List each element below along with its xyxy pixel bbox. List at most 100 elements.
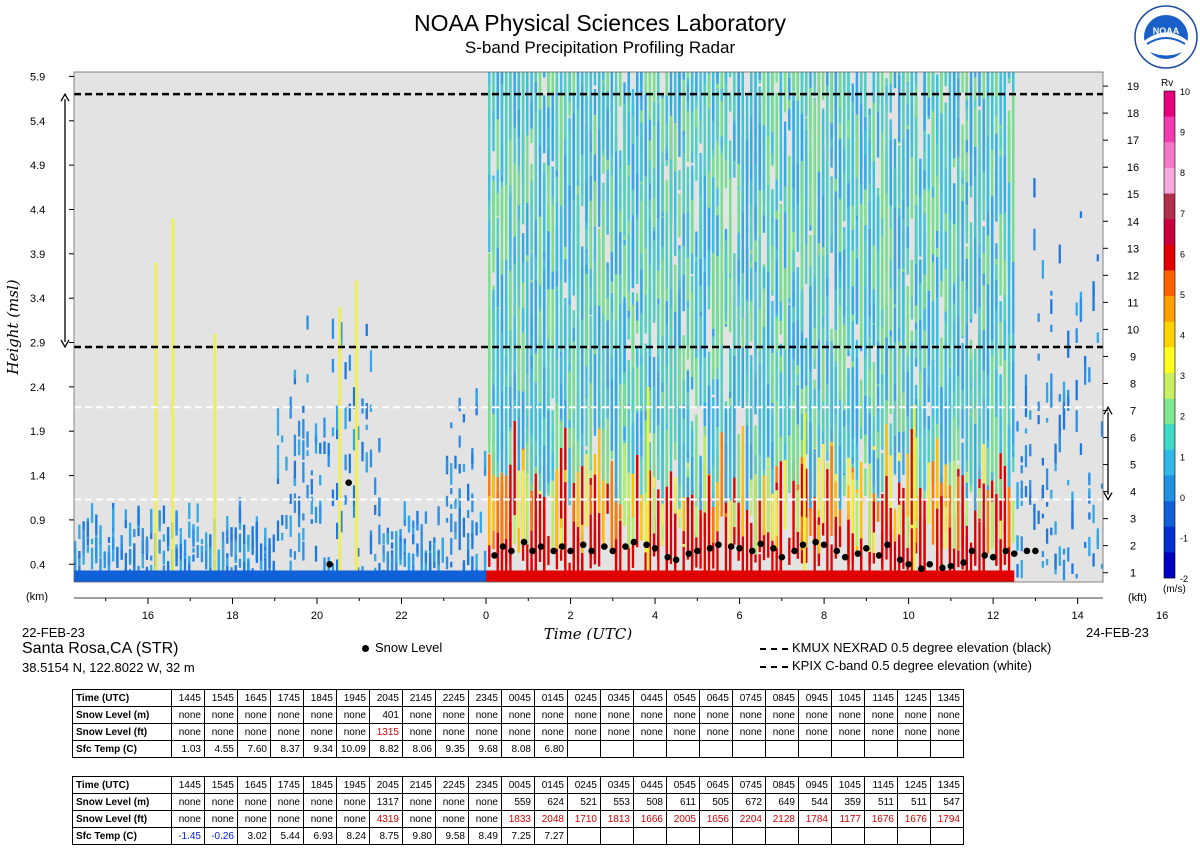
heatmap-cell — [78, 524, 81, 539]
heatmap-cell — [1067, 547, 1070, 562]
table-cell: 2145 — [402, 776, 436, 794]
heatmap-cell — [957, 476, 960, 551]
heatmap-cell — [767, 72, 770, 137]
heatmap-cell — [526, 151, 529, 204]
heatmap-cell — [665, 72, 668, 96]
heatmap-cell — [1041, 488, 1045, 501]
heatmap-cell — [355, 280, 359, 574]
heatmap-cell — [775, 267, 778, 365]
heatmap-cell — [652, 239, 656, 323]
heatmap-cell — [200, 546, 204, 553]
heatmap-cell — [982, 162, 985, 221]
heatmap-cell — [1096, 528, 1099, 550]
heatmap-cell — [991, 360, 994, 387]
heatmap-cell — [636, 173, 639, 215]
heatmap-cell — [593, 308, 597, 399]
heatmap-cell — [995, 280, 998, 313]
heatmap-cell — [551, 428, 554, 454]
heatmap-cell — [500, 372, 504, 454]
heatmap-cell — [762, 528, 766, 561]
heatmap-cell — [720, 223, 723, 291]
heatmap-cell — [488, 454, 491, 515]
heatmap-cell — [682, 473, 685, 532]
heatmap-cell — [838, 338, 842, 360]
heatmap-cell — [758, 72, 761, 80]
heatmap-cell — [876, 84, 880, 158]
heatmap-cell — [834, 261, 837, 290]
heatmap-cell — [686, 477, 690, 505]
table-cell: 9.58 — [435, 827, 469, 845]
heatmap-cell — [936, 142, 939, 176]
heatmap-cell — [302, 419, 305, 439]
heatmap-cell — [927, 205, 930, 291]
colorbar-swatch — [1164, 296, 1175, 322]
heatmap-cell — [581, 416, 584, 467]
heatmap-cell — [251, 526, 254, 548]
heatmap-cell — [686, 370, 690, 392]
heatmap-cell — [640, 72, 643, 85]
heatmap-cell — [416, 549, 419, 557]
table-cell: none — [336, 810, 370, 828]
heatmap-cell — [631, 189, 635, 216]
heatmap-cell — [674, 513, 677, 557]
heatmap-cell — [936, 77, 939, 161]
heatmap-cell — [800, 413, 804, 440]
heatmap-cell — [889, 188, 892, 239]
heatmap-cell — [623, 302, 626, 329]
heatmap-cell — [1045, 502, 1049, 507]
heatmap-cell — [264, 527, 267, 548]
heatmap-cell — [551, 262, 554, 290]
heatmap-cell — [813, 100, 816, 159]
heatmap-cell — [1045, 382, 1049, 403]
heatmap-cell — [775, 527, 778, 549]
snow-level-point — [1032, 547, 1039, 555]
heatmap-cell — [652, 180, 656, 227]
heatmap-cell — [881, 72, 884, 95]
heatmap-cell — [927, 462, 930, 525]
heatmap-cell — [906, 84, 909, 103]
heatmap-cell — [699, 349, 702, 406]
heatmap-cell — [991, 501, 994, 550]
table-cell: 1545 — [204, 776, 238, 794]
table-cell: none — [666, 723, 700, 741]
heatmap-cell — [488, 216, 491, 253]
heatmap-cell — [386, 551, 390, 568]
heatmap-cell — [627, 72, 630, 122]
heatmap-cell — [192, 529, 195, 547]
heatmap-cell — [969, 343, 973, 365]
heatmap-cell — [581, 555, 584, 576]
heatmap-cell — [1079, 211, 1083, 218]
heatmap-cell — [860, 203, 863, 272]
heatmap-cell — [1024, 386, 1028, 396]
heatmap-cell — [779, 292, 783, 321]
heatmap-cell — [534, 330, 537, 406]
heatmap-cell — [800, 161, 804, 204]
heatmap-cell — [627, 235, 630, 292]
heatmap-cell — [864, 241, 867, 286]
heatmap-cell — [855, 258, 859, 299]
y-tick-label-kft: 12 — [1127, 270, 1139, 282]
heatmap-cell — [471, 556, 474, 575]
heatmap-cell — [788, 155, 791, 239]
heatmap-cell — [991, 355, 994, 433]
heatmap-cell — [712, 347, 715, 380]
heatmap-cell — [496, 308, 499, 382]
heatmap-cell — [648, 520, 652, 574]
table-cell: 1445 — [171, 689, 205, 707]
heatmap-cell — [479, 511, 482, 534]
heatmap-cell — [678, 289, 681, 357]
colorbar-tick-label: 3 — [1180, 371, 1185, 381]
heatmap-cell — [750, 552, 753, 573]
heatmap-cell — [631, 367, 635, 414]
heatmap-cell — [462, 517, 466, 538]
heatmap-cell — [1071, 491, 1074, 503]
y-tick-label-kft: 16 — [1127, 162, 1139, 174]
heatmap-cell — [665, 180, 668, 242]
heatmap-cell — [547, 165, 550, 253]
heatmap-cell — [686, 409, 690, 452]
heatmap-cell — [1037, 401, 1040, 412]
heatmap-cell — [898, 504, 901, 540]
table-cell: 0045 — [501, 776, 535, 794]
heatmap-cell — [581, 528, 584, 581]
heatmap-cell — [424, 511, 428, 524]
